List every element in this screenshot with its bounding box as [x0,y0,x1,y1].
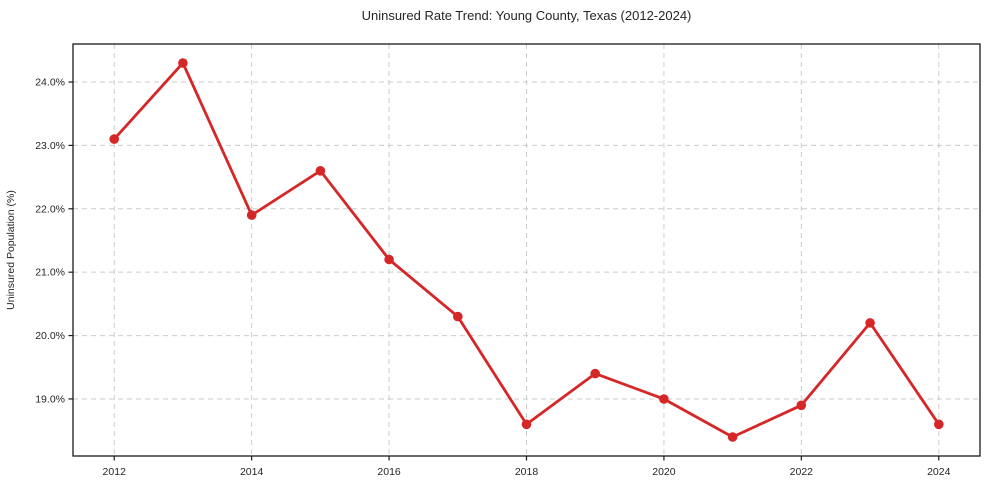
y-tick-label: 24.0% [35,77,65,89]
data-point [246,210,257,220]
data-point [315,166,326,176]
y-tick-label: 20.0% [35,330,65,342]
gridlines [73,44,980,456]
plot-border [72,43,981,457]
data-point [178,58,188,68]
x-tick-label: 2012 [103,466,127,478]
data-point [796,400,807,411]
data-point [590,368,600,379]
chart-title: Uninsured Rate Trend: Young County, Texa… [362,8,692,23]
data-point [384,254,394,265]
x-tick-label: 2018 [515,466,539,478]
y-tick-label: 23.0% [35,140,65,152]
data-point [453,311,463,322]
data-point [727,432,738,442]
data-point [521,419,532,430]
data-point [934,419,944,430]
y-tick-label: 21.0% [35,267,65,279]
y-axis-label: Uninsured Population (%) [5,190,17,310]
data-point-markers [109,58,944,442]
x-tick-label: 2020 [652,466,676,478]
y-tick-label: 22.0% [35,203,65,215]
data-point [865,318,875,328]
x-tick-labels: 2012 2014 2016 2018 2020 2022 2024 [103,466,951,478]
data-point [659,394,669,404]
x-tick-label: 2024 [927,466,951,478]
data-point [109,134,119,144]
x-tick-label: 2014 [240,466,264,478]
axis-tick-marks [68,81,940,461]
x-tick-label: 2022 [790,466,814,478]
x-tick-label: 2016 [377,466,401,478]
y-tick-labels: 19.0% 20.0% 21.0% 22.0% 23.0% 24.0% [35,77,65,406]
y-tick-label: 19.0% [35,393,65,405]
